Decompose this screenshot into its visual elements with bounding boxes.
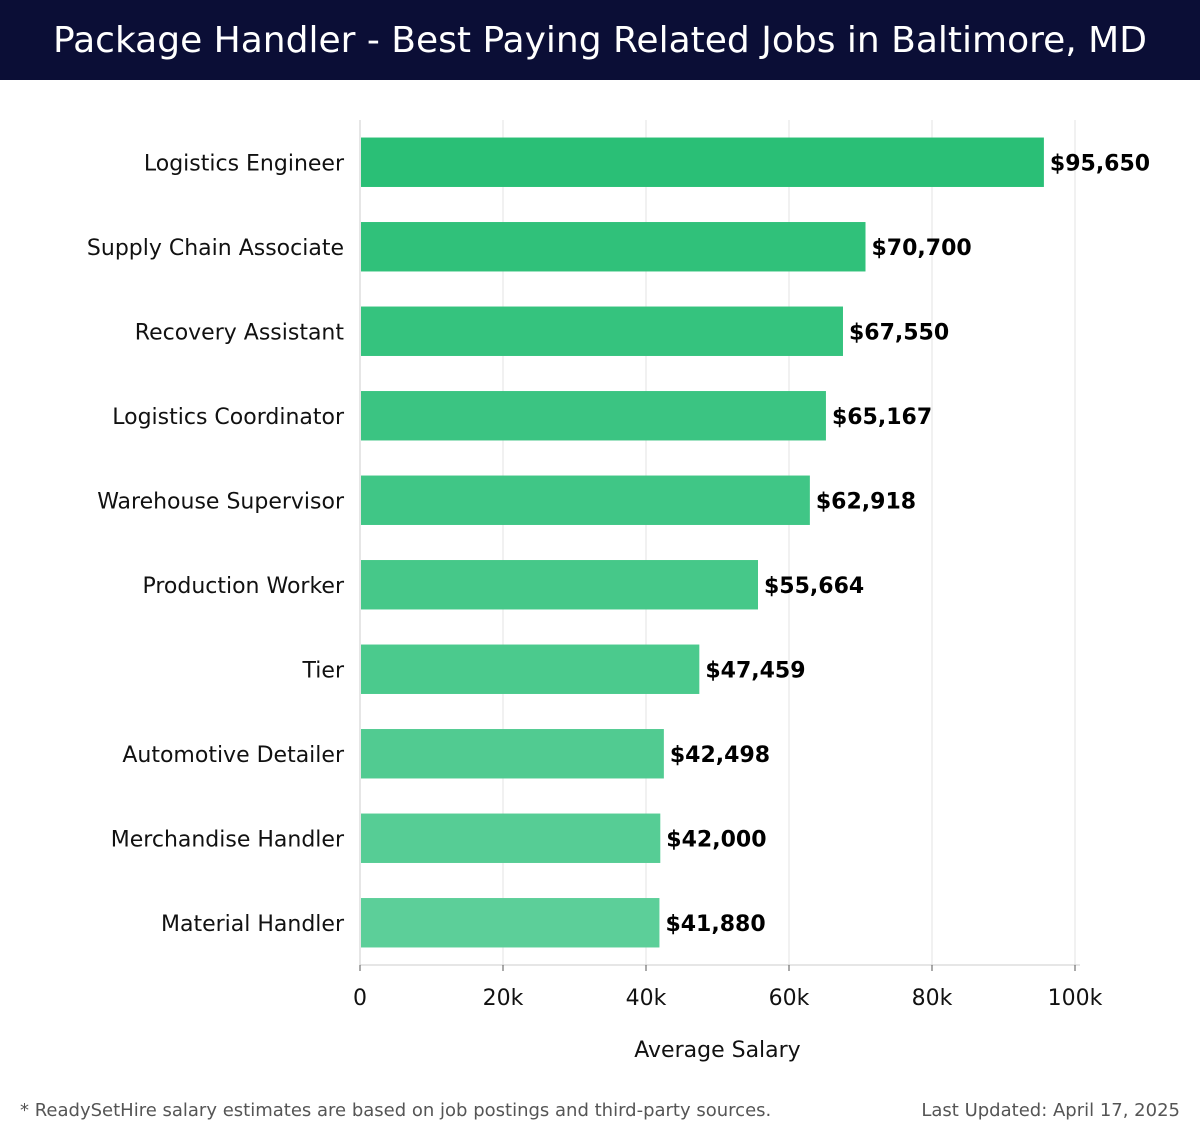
x-tick-label: 100k — [1048, 986, 1103, 1011]
bar — [361, 222, 866, 272]
footer-updated: Last Updated: April 17, 2025 — [921, 1100, 1180, 1121]
x-axis-label: Average Salary — [634, 1038, 800, 1063]
category-label: Merchandise Handler — [111, 827, 345, 852]
value-label: $67,550 — [849, 320, 949, 345]
category-label: Automotive Detailer — [122, 743, 345, 768]
value-label: $70,700 — [872, 236, 972, 261]
bar — [361, 306, 843, 356]
bar — [361, 898, 660, 948]
category-label: Material Handler — [161, 912, 345, 937]
category-label: Logistics Coordinator — [112, 405, 345, 430]
value-label: $42,498 — [670, 743, 770, 768]
bar-chart: Logistics Engineer $95,650 Supply Chain As… — [87, 120, 1150, 1063]
x-tick-label: 80k — [912, 986, 953, 1011]
bar — [361, 475, 810, 525]
value-label: $95,650 — [1050, 151, 1150, 176]
value-label: $55,664 — [764, 574, 864, 599]
x-tick-label: 60k — [769, 986, 810, 1011]
category-label: Tier — [302, 658, 345, 683]
bar — [361, 391, 826, 441]
bar — [361, 729, 664, 779]
value-label: $65,167 — [832, 405, 932, 430]
axis-layer: 0 20k 40k 60k 80k 100k Average Salary — [353, 120, 1103, 1063]
chart-title: Package Handler - Best Paying Related Jo… — [0, 0, 1200, 80]
value-label: $41,880 — [665, 912, 765, 937]
category-label: Recovery Assistant — [135, 320, 345, 345]
bars-layer — [361, 137, 1044, 948]
bar — [361, 137, 1044, 187]
category-label: Logistics Engineer — [144, 151, 345, 176]
value-label: $47,459 — [705, 658, 805, 683]
footer-note: * ReadySetHire salary estimates are base… — [20, 1100, 772, 1121]
bar — [361, 813, 661, 863]
bar — [361, 560, 758, 610]
category-label: Supply Chain Associate — [87, 236, 344, 261]
category-label: Warehouse Supervisor — [97, 489, 345, 514]
value-label: $62,918 — [816, 489, 916, 514]
x-tick-label: 40k — [626, 986, 667, 1011]
x-tick-label: 0 — [353, 986, 367, 1011]
labels-layer: Logistics Engineer $95,650 Supply Chain As… — [87, 151, 1150, 937]
x-tick-label: 20k — [483, 986, 524, 1011]
bar — [361, 644, 700, 694]
value-label: $42,000 — [666, 827, 766, 852]
category-label: Production Worker — [142, 574, 345, 599]
